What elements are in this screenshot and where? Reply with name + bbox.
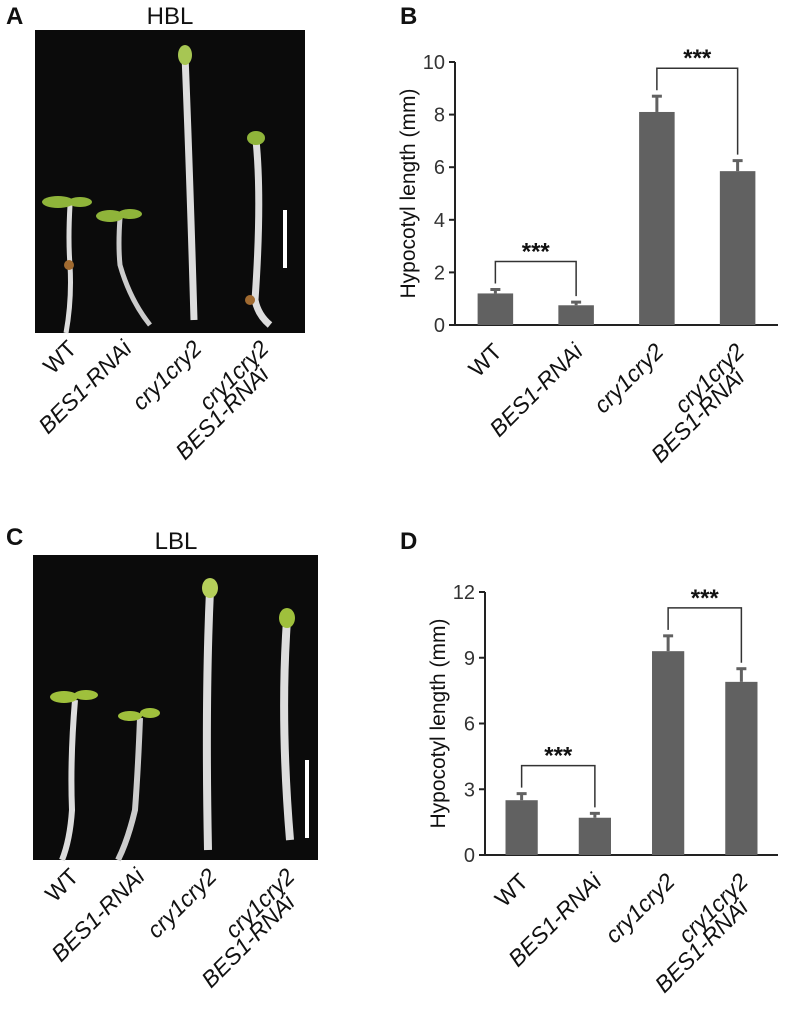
y-tick-label: 9 xyxy=(464,648,475,670)
category-label: cry1cry2 xyxy=(142,863,222,943)
y-tick-label: 0 xyxy=(464,845,475,867)
bar xyxy=(652,651,685,855)
category-label: WT xyxy=(38,335,82,379)
bar xyxy=(505,800,538,855)
significance-bracket xyxy=(520,764,596,808)
panel-label: D xyxy=(400,528,417,555)
category-label: WT xyxy=(489,868,533,912)
category-label: cry1cry2 xyxy=(127,335,207,415)
bar xyxy=(719,171,756,325)
category-label: cry1cry2 xyxy=(600,868,680,948)
significance-label: *** xyxy=(691,585,720,612)
panel-label: B xyxy=(400,3,417,30)
y-tick-label: 6 xyxy=(464,714,475,736)
y-tick-label: 2 xyxy=(434,262,445,284)
y-tick-label: 3 xyxy=(464,779,475,801)
category-label: WT xyxy=(40,863,84,907)
photo xyxy=(33,555,318,862)
significance-bracket xyxy=(656,67,739,155)
bar xyxy=(725,681,758,855)
significance-bracket xyxy=(667,607,743,663)
significance-bracket xyxy=(494,260,577,297)
category-label: cry1cry2 xyxy=(589,338,669,418)
bar xyxy=(558,305,594,325)
y-tick-label: 10 xyxy=(423,52,445,74)
significance-label: *** xyxy=(522,238,551,265)
y-tick-label: 6 xyxy=(434,157,445,179)
category-label: WT xyxy=(463,338,507,382)
panel-label: A xyxy=(6,3,23,30)
y-axis-label: Hypocotyl length (mm) xyxy=(427,618,450,828)
y-axis-label: Hypocotyl length (mm) xyxy=(397,88,420,298)
y-tick-label: 4 xyxy=(434,210,445,232)
y-tick-label: 0 xyxy=(434,315,445,337)
panel-title: LBL xyxy=(155,528,198,555)
bar xyxy=(477,293,514,325)
y-tick-label: 12 xyxy=(453,582,475,604)
significance-label: *** xyxy=(544,743,573,770)
significance-label: *** xyxy=(683,45,712,72)
photo xyxy=(35,30,305,334)
panel-label: C xyxy=(6,524,23,551)
bar xyxy=(639,111,675,325)
bar xyxy=(578,817,611,855)
y-tick-label: 8 xyxy=(434,105,445,127)
panel-title: HBL xyxy=(147,3,194,30)
